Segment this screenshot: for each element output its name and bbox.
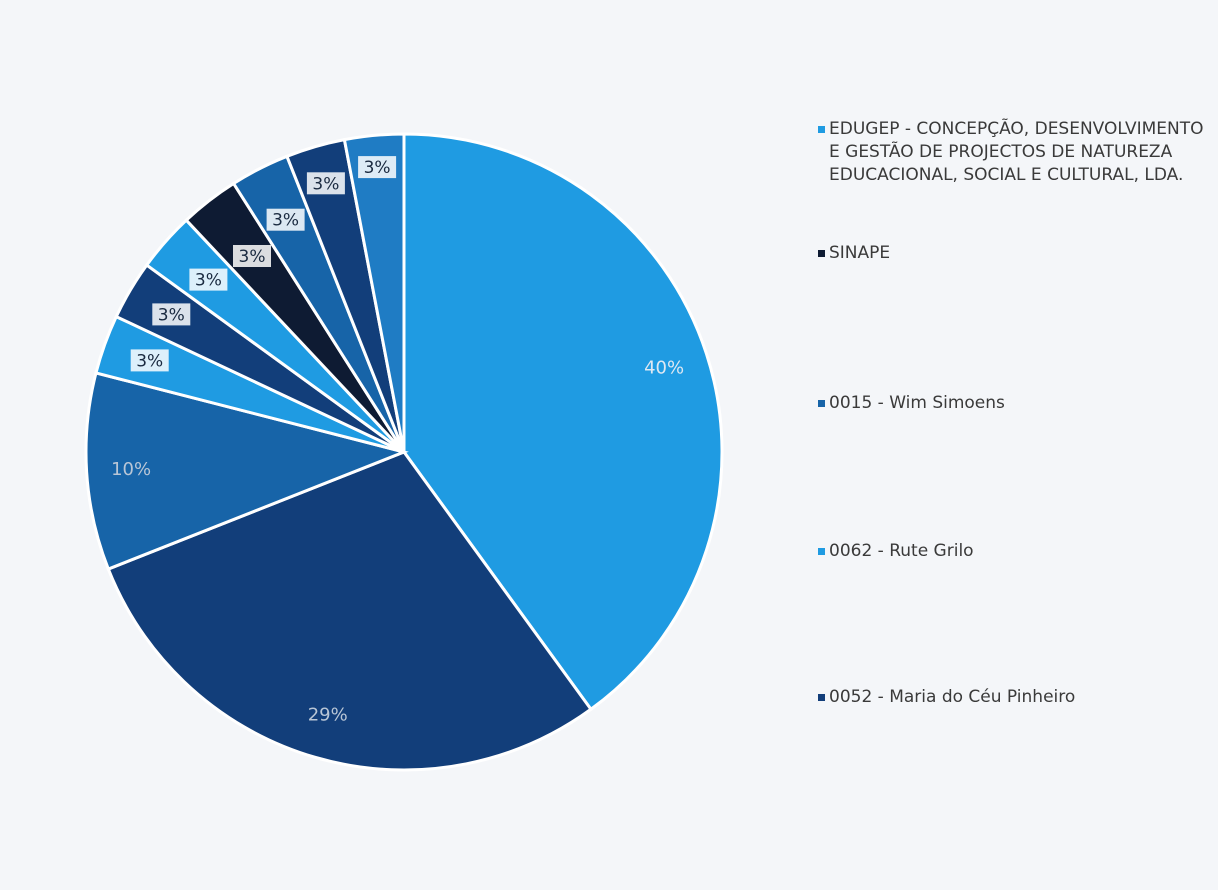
- legend-label: 0062 - Rute Grilo: [829, 541, 974, 561]
- data-label-7: 3%: [272, 211, 299, 231]
- data-label-6: 3%: [239, 247, 266, 267]
- legend-item: SINAPE: [818, 242, 890, 265]
- legend-swatch: [818, 126, 825, 133]
- legend-label: SINAPE: [829, 243, 891, 263]
- legend-swatch: [818, 400, 825, 407]
- legend-swatch: [818, 250, 825, 257]
- data-label-2: 10%: [111, 459, 151, 480]
- data-label-1: 29%: [308, 705, 348, 726]
- data-label-bg-6: [233, 245, 271, 267]
- data-label-0: 40%: [644, 358, 684, 379]
- data-label-9: 3%: [364, 158, 391, 178]
- data-label-bg-7: [266, 208, 305, 231]
- data-label-3: 3%: [136, 351, 163, 371]
- data-label-8: 3%: [312, 174, 339, 194]
- legend-swatch: [818, 694, 825, 701]
- legend-item: 0062 - Rute Grilo: [818, 540, 974, 563]
- legend-item: 0015 - Wim Simoens: [818, 392, 1005, 415]
- legend-swatch: [818, 548, 825, 555]
- legend-item: 0052 - Maria do Céu Pinheiro: [818, 686, 1075, 709]
- legend-label: 0052 - Maria do Céu Pinheiro: [829, 687, 1076, 707]
- pie-slice-1: [106, 450, 594, 772]
- data-label-bg-4: [152, 303, 191, 326]
- data-label-bg-8: [306, 172, 345, 195]
- pie-slice-9: [342, 132, 406, 453]
- data-label-bg-5: [189, 268, 228, 291]
- legend-label: EDUGEP - CONCEPÇÃO, DESENVOLVIMENTO E GE…: [829, 119, 1204, 185]
- data-label-bg-9: [358, 156, 397, 179]
- legend-item: EDUGEP - CONCEPÇÃO, DESENVOLVIMENTO E GE…: [818, 118, 1213, 187]
- pie-slice-2: [84, 371, 409, 572]
- legend-label: 0015 - Wim Simoens: [829, 393, 1005, 413]
- data-label-bg-3: [130, 349, 169, 372]
- data-label-5: 3%: [195, 271, 222, 291]
- pie-slice-0: [402, 132, 724, 712]
- data-label-4: 3%: [158, 305, 185, 325]
